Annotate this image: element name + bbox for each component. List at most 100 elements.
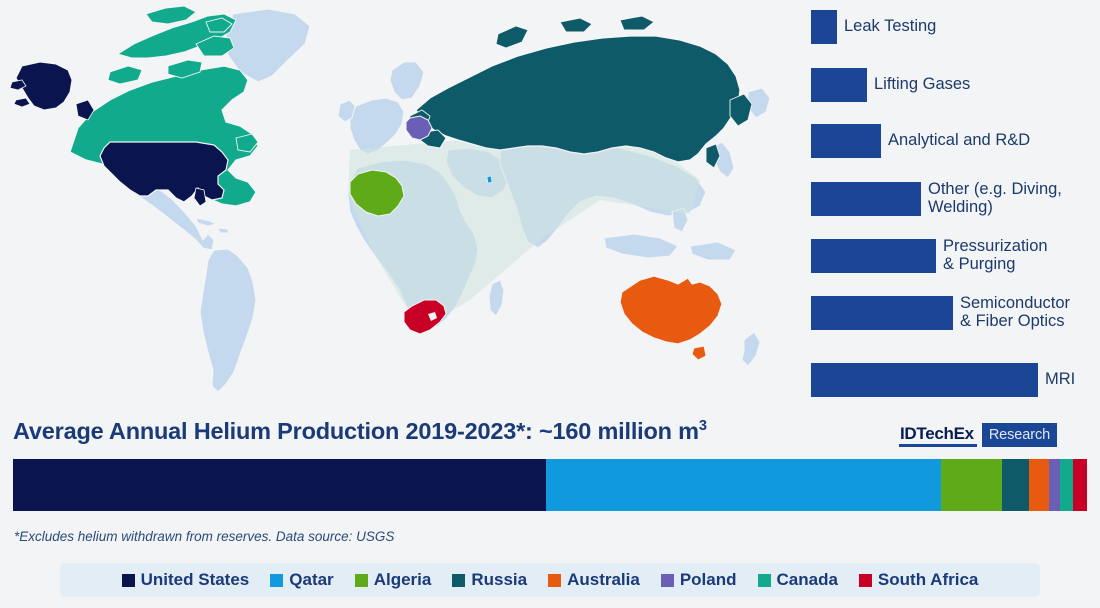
russia-mainland [415,35,741,163]
legend-item-australia[interactable]: Australia [548,570,640,590]
production-stacked-bar [13,459,1087,511]
legend: United States Qatar Algeria Russia Austr… [60,563,1040,597]
country-algeria [349,169,405,217]
legend-swatch-poland [660,573,674,587]
legend-label-poland: Poland [679,570,737,589]
logo-brand-name: IDTechEx [899,423,977,447]
map-inactive-overlay [348,134,700,330]
russia-novaya-zemlya [495,25,529,49]
segment-canada[interactable] [1059,459,1073,511]
country-hispaniola [217,227,230,234]
bar-label-semiconductor-fiber-optics: Semiconductor & Fiber Optics [960,294,1071,330]
bar-label-analytical-rnd: Analytical and R&D [888,131,1031,150]
legend-item-poland[interactable]: Poland [660,570,737,590]
us-aleutian-b [13,97,31,108]
country-scandinavia [389,61,425,101]
canada-island-c [167,59,203,79]
bar-analytical-rnd [811,124,881,158]
segment-united-states[interactable] [13,459,547,511]
country-mexico [136,185,215,251]
south-africa-lesotho-hole [428,312,437,321]
legend-label-algeria: Algeria [373,570,432,589]
canada-island-b [195,35,235,57]
legend-swatch-algeria [354,573,368,587]
country-qatar [486,175,493,184]
segment-australia[interactable] [1028,459,1049,511]
legend-swatch-australia [548,573,562,587]
bar-label-mri: MRI [1045,370,1076,389]
title-strip: Average Annual Helium Production 2019-20… [0,408,1100,457]
bar-lifting-gases [811,68,867,102]
segment-south-africa[interactable] [1072,459,1087,511]
legend-label-south-africa: South Africa [877,570,979,589]
segment-russia[interactable] [1002,459,1029,511]
legend-swatch-qatar [270,573,284,587]
legend-label-qatar: Qatar [289,570,334,589]
footnote: *Excludes helium withdrawn from reserves… [14,529,395,544]
bar-label-leak-testing: Leak Testing [844,17,937,36]
bar-pressurization-purging [811,238,936,273]
russia-arctic-island-a [559,17,593,33]
bar-mri [811,363,1038,397]
bar-row-leak-testing: Leak Testing [811,10,936,44]
overlay-africa-asia [348,134,700,330]
country-cuba [195,217,218,227]
legend-swatch-united-states [121,573,135,587]
segment-poland[interactable] [1048,459,1060,511]
canada-arctic-islands [116,13,237,59]
country-madagascar [488,279,505,317]
bar-other [811,181,921,216]
bar-row-semiconductor-fiber-optics: Semiconductor & Fiber Optics [811,294,1071,331]
legend-label-russia: Russia [471,570,528,589]
canada-newfoundland [235,133,259,153]
segment-qatar[interactable] [546,459,942,511]
bar-semiconductor-fiber-optics [811,295,953,330]
idtechex-logo[interactable]: IDTechEx Research [899,423,1058,447]
legend-swatch-south-africa [858,573,872,587]
country-russia [407,15,753,169]
bar-leak-testing [811,10,837,44]
logo-product-badge: Research [981,423,1058,447]
page-title-main: Average Annual Helium Production 2019-20… [13,418,699,444]
legend-item-united-states[interactable]: United States [121,570,250,590]
russia-sakhalin [705,143,721,169]
country-united-states [9,61,229,207]
us-florida [193,187,207,207]
applications-bar-chart: Leak Testing Lifting Gases Analytical an… [800,0,1100,408]
russia-kamchatka [729,93,753,127]
country-poland [405,115,433,141]
legend-item-canada[interactable]: Canada [757,570,838,590]
country-australia [619,275,723,361]
us-aleutian-a [9,79,27,91]
legend-item-qatar[interactable]: Qatar [270,570,334,590]
country-europe-west [349,97,405,155]
page-title-superscript: 3 [698,418,707,435]
bar-label-pressurization-purging: Pressurization & Purging [943,237,1048,273]
canada-island-a [145,5,197,25]
legend-swatch-canada [757,573,771,587]
australia-tasmania [691,345,707,361]
legend-item-algeria[interactable]: Algeria [354,570,432,590]
country-south-america [199,248,257,393]
legend-item-south-africa[interactable]: South Africa [858,570,979,590]
us-alaska [15,61,73,111]
canada-island-d [107,65,143,85]
legend-item-russia[interactable]: Russia [452,570,527,590]
segment-algeria[interactable] [941,459,1003,511]
australia-mainland [619,275,723,345]
country-indonesia [603,233,679,259]
russia-arctic-island-b [619,15,655,31]
country-new-guinea [689,241,737,261]
us-mainland [99,141,229,203]
bar-row-pressurization-purging: Pressurization & Purging [811,237,1048,274]
bar-label-other: Other (e.g. Diving, Welding) [928,180,1062,216]
bar-row-lifting-gases: Lifting Gases [811,68,970,102]
south-africa-mainland [403,299,447,335]
bar-row-other: Other (e.g. Diving, Welding) [811,180,1062,217]
country-british-isles [337,99,356,123]
page-title: Average Annual Helium Production 2019-20… [13,418,707,445]
canada-island-e [205,17,233,33]
legend-swatch-russia [452,573,466,587]
legend-label-united-states: United States [140,570,250,589]
